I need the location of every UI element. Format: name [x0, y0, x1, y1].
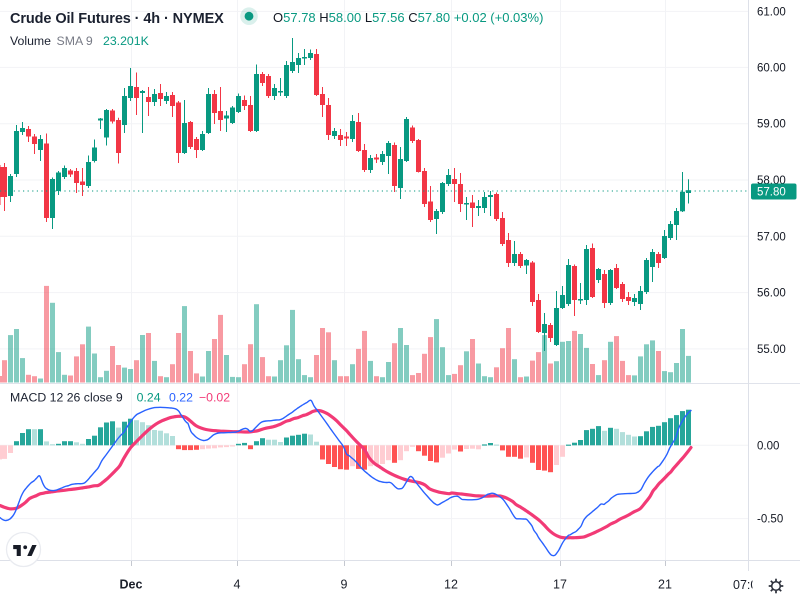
svg-text:61.00: 61.00 — [757, 6, 786, 18]
svg-text:0.22: 0.22 — [169, 391, 193, 405]
svg-text:Volume: Volume — [10, 34, 51, 48]
svg-text:12: 12 — [444, 578, 458, 592]
svg-text:-0.50: -0.50 — [757, 514, 783, 526]
svg-text:9: 9 — [341, 578, 348, 592]
svg-text:MACD 12 26 close 9: MACD 12 26 close 9 — [10, 391, 123, 405]
svg-text:Crude Oil Futures · 4h · NYMEX: Crude Oil Futures · 4h · NYMEX — [10, 11, 224, 27]
svg-text:0.00: 0.00 — [757, 440, 779, 452]
svg-text:59.00: 59.00 — [757, 119, 786, 131]
svg-text:23.201K: 23.201K — [103, 34, 150, 48]
svg-text:−0.02: −0.02 — [199, 391, 230, 405]
svg-text:Dec: Dec — [120, 578, 143, 592]
svg-text:SMA 9: SMA 9 — [57, 34, 93, 48]
svg-text:60.00: 60.00 — [757, 62, 786, 74]
svg-text:55.00: 55.00 — [757, 344, 786, 356]
svg-text:56.00: 56.00 — [757, 288, 786, 300]
svg-text:0.24: 0.24 — [137, 391, 161, 405]
svg-text:57.00: 57.00 — [757, 231, 786, 243]
svg-text:57.80: 57.80 — [757, 187, 786, 199]
svg-text:21: 21 — [658, 578, 672, 592]
svg-text:4: 4 — [234, 578, 241, 592]
svg-text:17: 17 — [553, 578, 567, 592]
svg-text:O57.78 H58.00 L57.56 C57.80 +0: O57.78 H58.00 L57.56 C57.80 +0.02 (+0.03… — [273, 10, 543, 25]
